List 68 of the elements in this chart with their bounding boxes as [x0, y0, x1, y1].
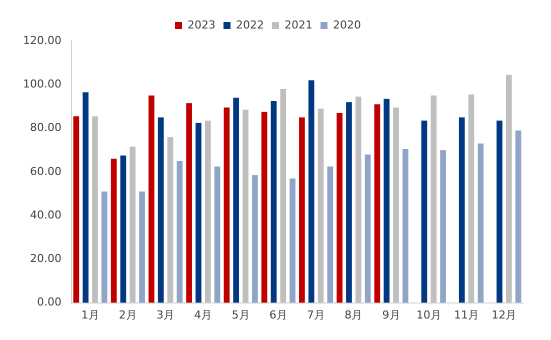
x-tick-label: 7月: [307, 308, 326, 322]
bar: [233, 98, 240, 303]
bar: [280, 88, 286, 303]
bar: [374, 104, 380, 303]
bar: [120, 156, 126, 303]
bar: [92, 116, 98, 303]
bar: [393, 108, 399, 303]
x-tick-label: 2月: [118, 308, 137, 322]
bar: [101, 192, 108, 303]
bar: [290, 178, 296, 303]
bar: [167, 136, 174, 303]
bar: [299, 117, 305, 303]
bar: [204, 120, 211, 303]
bar: [496, 120, 502, 303]
bar: [176, 160, 183, 303]
x-tick-label: 4月: [194, 308, 212, 322]
bar: [196, 122, 202, 303]
bar: [186, 103, 192, 303]
bar: [355, 96, 362, 303]
bar: [252, 175, 258, 303]
legend-label: 2022: [236, 18, 264, 32]
bar: [130, 146, 136, 303]
bar: [468, 94, 474, 303]
bar: [261, 112, 268, 303]
bar: [430, 96, 437, 303]
x-tick-label: 3月: [156, 308, 175, 322]
y-tick-label: 120.00: [22, 34, 62, 47]
bar: [478, 144, 484, 303]
bar: [318, 108, 324, 303]
bar: [346, 102, 352, 303]
bar: [110, 158, 117, 303]
bar: [214, 166, 220, 303]
x-tick-label: 9月: [382, 308, 400, 322]
x-tick-label: 5月: [232, 308, 250, 322]
bar: [73, 116, 80, 303]
bar: [308, 80, 314, 303]
y-tick-label: 20.00: [30, 252, 62, 266]
bar: [327, 166, 334, 303]
legend-label: 2020: [332, 18, 361, 32]
x-tick-label: 12月: [492, 308, 517, 322]
legend-label: 2021: [284, 18, 312, 32]
y-tick-label: 100.00: [22, 77, 62, 90]
bar: [506, 74, 512, 303]
bar: [224, 108, 230, 303]
y-tick-label: 80.00: [30, 121, 62, 134]
bar: [384, 98, 390, 303]
legend-label: 2023: [188, 18, 216, 32]
x-tick-label: 6月: [269, 308, 288, 322]
x-tick-label: 10月: [416, 308, 442, 322]
bar: [158, 117, 164, 303]
bar: [364, 154, 371, 303]
bar: [421, 120, 428, 303]
x-tick-label: 8月: [344, 308, 363, 322]
bar: [336, 112, 342, 303]
x-tick-label: 1月: [81, 308, 100, 322]
y-tick-label: 0.00: [36, 296, 62, 309]
bar: [148, 96, 154, 303]
bar: [242, 110, 248, 303]
bar: [82, 92, 89, 303]
bar: [515, 130, 522, 303]
bar: [440, 150, 446, 303]
y-tick-label: 60.00: [30, 164, 62, 178]
bar: [270, 100, 277, 303]
y-tick-label: 40.00: [30, 208, 62, 222]
bar: [402, 148, 408, 303]
x-tick-label: 11月: [454, 308, 480, 322]
bar: [139, 192, 145, 303]
bar: [458, 117, 465, 303]
